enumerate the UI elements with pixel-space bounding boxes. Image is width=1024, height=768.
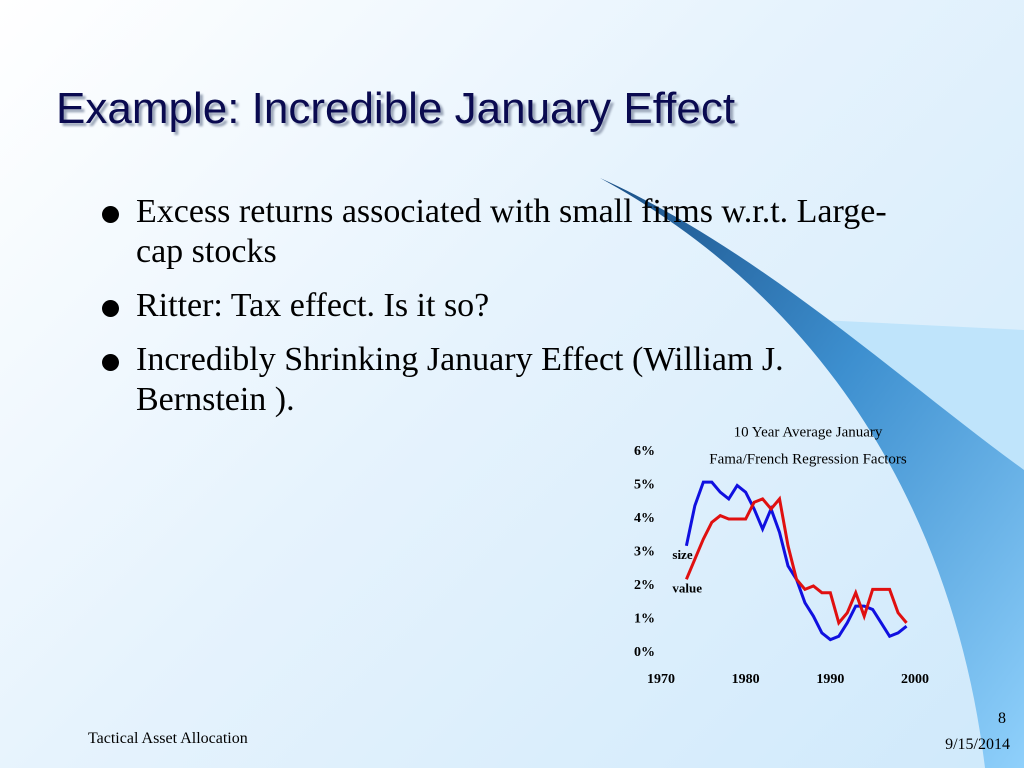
series-label: value [672, 580, 702, 595]
x-tick-label: 1970 [647, 672, 675, 687]
footer: Tactical Asset Allocation [88, 730, 248, 747]
slide-title: Example: Incredible January Effect [56, 84, 736, 133]
bullet: Incredibly Shrinking January Effect (Wil… [100, 340, 912, 420]
x-tick-label: 1980 [732, 672, 760, 687]
series-line [684, 480, 908, 642]
bullet: Ritter: Tax effect. Is it so? [100, 286, 912, 326]
y-tick-label: 3% [634, 545, 655, 560]
date: 9/15/2014 [945, 736, 1010, 753]
bullet-list: Excess returns associated with small fir… [100, 192, 912, 434]
x-tick-label: 2000 [901, 672, 929, 687]
series-label: size [672, 547, 692, 562]
chart-title: 10 Year Average January [734, 424, 883, 440]
swoosh [600, 178, 1024, 768]
y-tick-label: 0% [634, 645, 655, 660]
chart-subtitle: Fama/French Regression Factors [709, 451, 907, 467]
y-tick-label: 5% [634, 478, 655, 493]
y-tick-label: 4% [634, 511, 655, 526]
bullet: Excess returns associated with small fir… [100, 192, 912, 272]
series-line [685, 495, 908, 626]
y-tick-label: 2% [634, 578, 655, 593]
y-tick-label: 1% [634, 612, 655, 627]
page-number: 8 [998, 710, 1006, 727]
x-tick-label: 1990 [816, 672, 844, 687]
y-tick-label: 6% [634, 444, 655, 459]
